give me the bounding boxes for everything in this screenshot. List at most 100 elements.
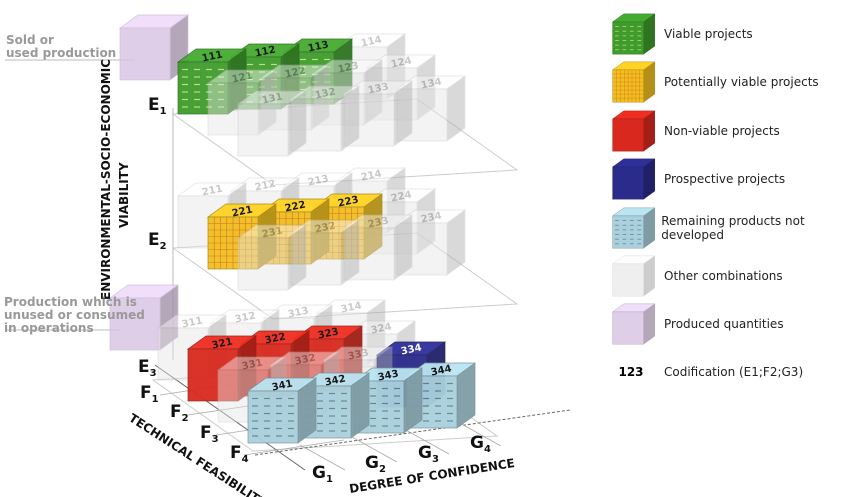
cube-top-face [342,80,414,95]
legend-cube [612,207,656,249]
cube-top-face [335,33,407,48]
e-axis-title: VIABILITY [117,162,131,228]
cube-top-face [209,309,281,324]
cube-front-face [612,311,644,345]
cube-341: 341 [246,377,318,444]
cube-code: 212 [254,178,277,193]
cube-side-face [393,214,413,281]
cube-code: 232 [314,220,337,235]
cube-code: 331 [241,357,264,372]
cube-code: 334 [400,342,423,357]
cube-code: 342 [324,373,347,388]
cube-122: 122 [259,64,331,131]
cube-123: 123 [312,59,384,126]
cube-top-face [312,59,384,74]
legend-swatch-nonviable [612,110,656,152]
cube-front-face [343,93,395,147]
cube-front-face [177,61,229,115]
cube-front-face [119,27,171,81]
cube-top-face [229,177,301,192]
cube-top-face [206,69,278,84]
cube-top-face [365,54,437,69]
legend-item-other: Other combinations [612,255,783,297]
cube-code: 341 [271,378,294,393]
cube-124: 124 [365,54,437,121]
cube-side-face [287,224,307,291]
cube-top-face [345,320,417,335]
cube-131: 131 [236,90,308,157]
legend-label: Produced quantities [664,317,784,331]
cube-front-face [612,21,644,55]
cube-top-face [315,299,387,314]
annotation-line: unused or consumed [4,308,145,322]
legend-label: Viable projects [664,27,753,41]
cube-top-face [236,90,308,105]
cube-top-face [289,85,361,100]
cube-code: 111 [201,49,224,64]
legend-swatch-prospective [612,158,656,200]
legend-swatch-viable [612,13,656,55]
cube-code: 222 [284,199,307,214]
cube-top-face [395,209,467,224]
cube-233: 233 [342,214,414,281]
g-label: G1 [312,463,333,485]
cube-side-face [310,64,330,131]
g-grid-line [351,436,398,463]
cube-front-face [366,67,418,121]
g-grid-line [455,420,502,447]
cube-code: 323 [317,326,340,341]
cube-front-face [396,222,448,276]
cube-code: 221 [231,204,254,219]
legend-cube [612,13,656,55]
cube-code: 233 [367,215,390,230]
cube-front-face [247,390,299,444]
cube-code: 313 [287,305,310,320]
cube-side-face [287,90,307,157]
cube-code: 211 [201,183,224,198]
cube-front-face [612,215,644,249]
cube-side-face [257,69,277,136]
cube-side-face [340,85,360,152]
f-grid-line [243,439,345,456]
cube-code: 322 [264,331,287,346]
cube-top-face [289,219,361,234]
produced-cube-sold [118,14,190,81]
cube-top-face [342,214,414,229]
cube-top-face [262,304,334,319]
cube-code: 223 [337,194,360,209]
cube-code: 122 [284,65,307,80]
legend-label: Non-viable projects [664,124,780,138]
annotation-line: used production [6,46,117,60]
cube-code: 314 [340,300,363,315]
cube-front-face [109,297,161,351]
cube-code: 234 [420,210,443,225]
cube-code: 324 [370,321,393,336]
cube-code: 123 [337,60,360,75]
legend-item-remaining: Remaining products not developed [612,207,856,249]
f-axis-line [154,364,306,471]
cube-side-face [446,209,466,276]
cube-132: 132 [289,85,361,152]
cube-top-face [282,172,354,187]
legend-label: Remaining products not developed [661,214,805,242]
annotation-sold: Sold or used production [6,34,116,60]
legend-cube [612,110,656,152]
legend-swatch-produced [612,303,656,345]
cube-code: 112 [254,44,277,59]
cube-top-face [236,224,308,239]
legend-label: Potentially viable projects [664,75,819,89]
cube-front-face [343,227,395,281]
f-label: F2 [170,402,189,424]
cube-231: 231 [236,224,308,291]
cube-code: 312 [234,310,257,325]
cube-front-face [260,77,312,131]
cube-code: 214 [360,168,383,183]
cube-top-face [335,167,407,182]
cube-code: 121 [231,70,254,85]
cube-221: 221 [206,203,278,270]
cube-code: 332 [294,352,317,367]
legend-swatch-potential [612,61,656,103]
annotation-line: Sold or [6,33,54,47]
